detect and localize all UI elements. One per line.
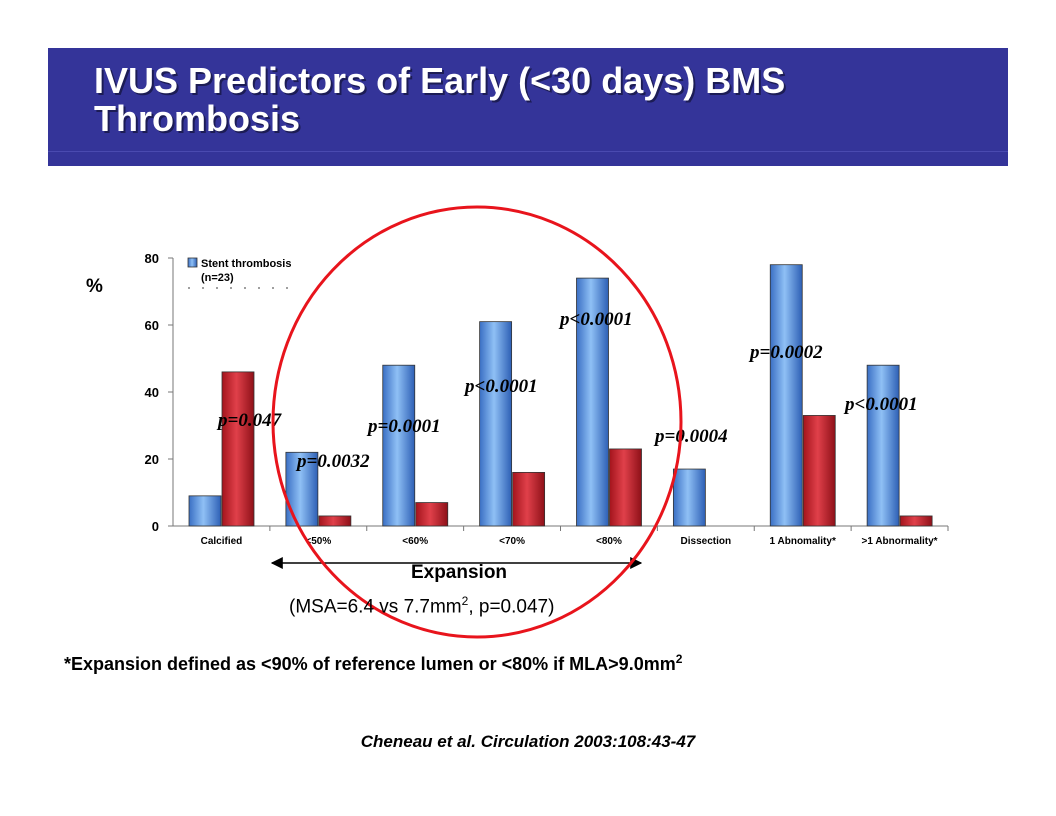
msa-note-sup: 2 <box>461 594 469 608</box>
bar-stent-thrombosis <box>769 264 803 527</box>
y-tick-label: 80 <box>145 251 159 266</box>
page-title: IVUS Predictors of Early (<30 days) BMS … <box>94 60 786 139</box>
citation: Cheneau et al. Circulation 2003:108:43-4… <box>360 732 696 751</box>
legend-swatch <box>187 257 198 268</box>
bar-control <box>802 415 836 527</box>
bar-stent-thrombosis <box>188 495 222 527</box>
title-rule <box>48 151 1008 152</box>
x-tick-label: <50% <box>305 536 331 547</box>
p-value-label: p=0.047 <box>216 410 283 431</box>
bar-stent-thrombosis <box>479 321 513 527</box>
legend-label: Stent thrombosis <box>201 258 291 270</box>
msa-note-prefix: (MSA=6.4 vs 7.7mm <box>289 596 462 618</box>
x-tick-label: Calcified <box>201 536 243 547</box>
bar-control <box>609 448 642 527</box>
x-tick-label: 1 Abnomality* <box>770 536 836 547</box>
expansion-footnote: *Expansion defined as <90% of reference … <box>64 652 682 675</box>
x-tick-label: <60% <box>402 536 428 547</box>
y-tick-label: 40 <box>145 385 159 400</box>
p-value-label: p=0.0002 <box>748 342 823 363</box>
bar-control <box>415 502 449 527</box>
bar-control <box>221 371 255 527</box>
bar-control <box>512 471 546 527</box>
bar-stent-thrombosis <box>576 277 609 527</box>
bar-stent-thrombosis <box>672 468 706 527</box>
x-tick-label: Dissection <box>681 536 732 547</box>
bar-stent-thrombosis <box>382 364 416 527</box>
p-value-label: p=0.0001 <box>366 416 441 437</box>
p-value-label: p=0.0032 <box>295 451 370 472</box>
legend-label-count: (n=23) <box>201 272 234 284</box>
title-bar <box>48 48 1008 166</box>
p-value-label: p<0.0001 <box>843 394 918 415</box>
p-value-label: p<0.0001 <box>463 376 538 397</box>
bar-control <box>899 515 933 527</box>
msa-note: (MSA=6.4 vs 7.7mm2, p=0.047) <box>289 594 554 618</box>
p-value-label: p=0.0004 <box>653 426 728 447</box>
p-value-label: p<0.0001 <box>558 309 633 330</box>
bar-control <box>318 515 352 527</box>
y-tick-label: 20 <box>145 452 159 467</box>
y-tick-label: 60 <box>145 318 159 333</box>
x-tick-label: <70% <box>499 536 525 547</box>
bar-stent-thrombosis <box>866 364 900 527</box>
y-tick-label: 0 <box>152 519 159 534</box>
highlight-circle <box>271 205 683 639</box>
y-axis-label: % <box>86 276 103 297</box>
footnote-sup: 2 <box>675 652 683 666</box>
x-tick-label: <80% <box>596 536 622 547</box>
expansion-label: Expansion <box>411 562 507 583</box>
footnote-text: *Expansion defined as <90% of reference … <box>64 654 676 674</box>
msa-note-suffix: , p=0.047) <box>468 596 555 618</box>
x-tick-label: >1 Abnormality* <box>862 536 938 547</box>
